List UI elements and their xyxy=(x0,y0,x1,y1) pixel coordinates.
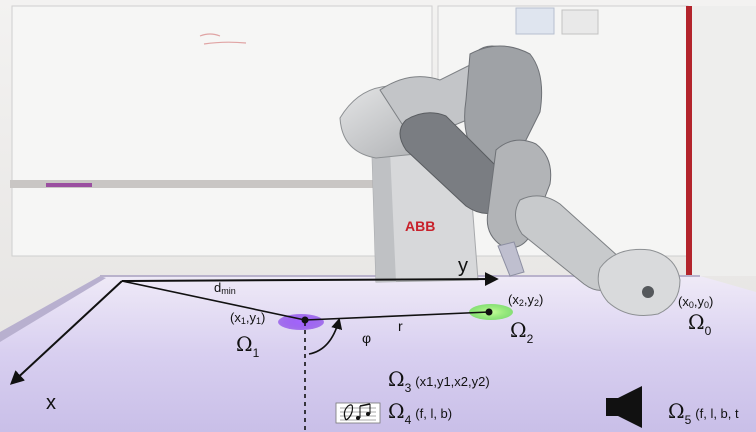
robot-brand-logo: ABB xyxy=(405,218,435,234)
robot-left-gripper xyxy=(497,241,525,277)
omega-5-label: Ω5 (f, l, b, t xyxy=(668,399,739,427)
board-scribble xyxy=(199,33,247,45)
axis-y-label: y xyxy=(458,255,468,277)
table-edge xyxy=(0,276,106,342)
robot-gripper xyxy=(597,248,681,316)
omega-4-label: Ω4 (f, l, b) xyxy=(388,399,452,427)
speaker-icon xyxy=(606,386,642,428)
omega-1-label: Ω1 xyxy=(236,332,260,360)
red-door-frame xyxy=(686,6,692,276)
marker xyxy=(46,183,92,187)
axis-x-label: x xyxy=(46,392,56,414)
point-2 xyxy=(485,308,493,316)
omega-3-label: Ω3 (x1,y1,x2,y2) xyxy=(388,367,490,395)
table-surface xyxy=(0,276,756,432)
phi-label: φ xyxy=(362,330,371,346)
poster xyxy=(561,9,599,35)
omega-2-label: Ω2 xyxy=(510,318,534,346)
point-1 xyxy=(301,316,309,324)
robot-gripper-joint xyxy=(642,286,654,298)
robot: ABB xyxy=(339,45,681,316)
omega-0-label: Ω0 xyxy=(688,310,712,338)
d-min-label: dmin xyxy=(214,280,236,296)
music-notes-icon xyxy=(335,402,381,424)
x-axis-arrow xyxy=(9,280,123,385)
angle-phi-arc xyxy=(308,317,343,355)
point-2-coordinates: (x2,y2) xyxy=(508,292,543,308)
poster xyxy=(515,7,555,35)
point-1-coordinates: (x1,y1) xyxy=(230,310,265,326)
point-0-coordinates: (x0,y0) xyxy=(678,294,713,310)
r-label: r xyxy=(398,318,403,334)
door xyxy=(692,6,756,276)
d-min-line xyxy=(121,280,306,321)
y-axis-arrow xyxy=(121,272,499,287)
target-1-spot xyxy=(278,314,324,330)
robot-base-shade xyxy=(372,150,396,282)
whiteboard-tray xyxy=(10,180,430,188)
